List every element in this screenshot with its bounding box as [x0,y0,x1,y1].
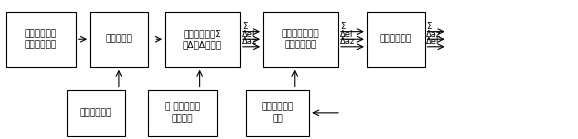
Text: Δaz: Δaz [340,37,355,46]
Text: Σ: Σ [426,22,432,31]
FancyBboxPatch shape [165,12,240,67]
Text: 矢量相加并与发
射信号的卷积: 矢量相加并与发 射信号的卷积 [281,29,319,49]
FancyBboxPatch shape [263,12,338,67]
FancyBboxPatch shape [367,12,424,67]
Text: Σ: Σ [242,22,247,31]
FancyBboxPatch shape [246,90,309,136]
Text: 数字上变频器: 数字上变频器 [380,35,412,44]
FancyBboxPatch shape [67,90,125,136]
Text: Δel: Δel [340,30,353,39]
Text: Σ: Σ [340,22,345,31]
Text: Δel: Δel [242,30,255,39]
Text: 多谱勒调制: 多谱勒调制 [105,35,132,44]
Text: Δaz: Δaz [242,37,257,46]
FancyBboxPatch shape [6,12,76,67]
Text: 与 指向中心的
相对角度: 与 指向中心的 相对角度 [165,103,200,123]
FancyBboxPatch shape [90,12,148,67]
Text: 雷达发射信号
接收: 雷达发射信号 接收 [261,103,294,123]
Text: 杂波及无源干
扰反射场矩阵: 杂波及无源干 扰反射场矩阵 [25,29,57,49]
Text: 相对运动特性: 相对运动特性 [80,108,112,117]
Text: Δel: Δel [426,37,440,46]
Text: Δaz: Δaz [426,30,442,39]
Text: 每个反射点的Σ
、Δ、Δ复调制: 每个反射点的Σ 、Δ、Δ复调制 [183,29,222,49]
FancyBboxPatch shape [148,90,217,136]
